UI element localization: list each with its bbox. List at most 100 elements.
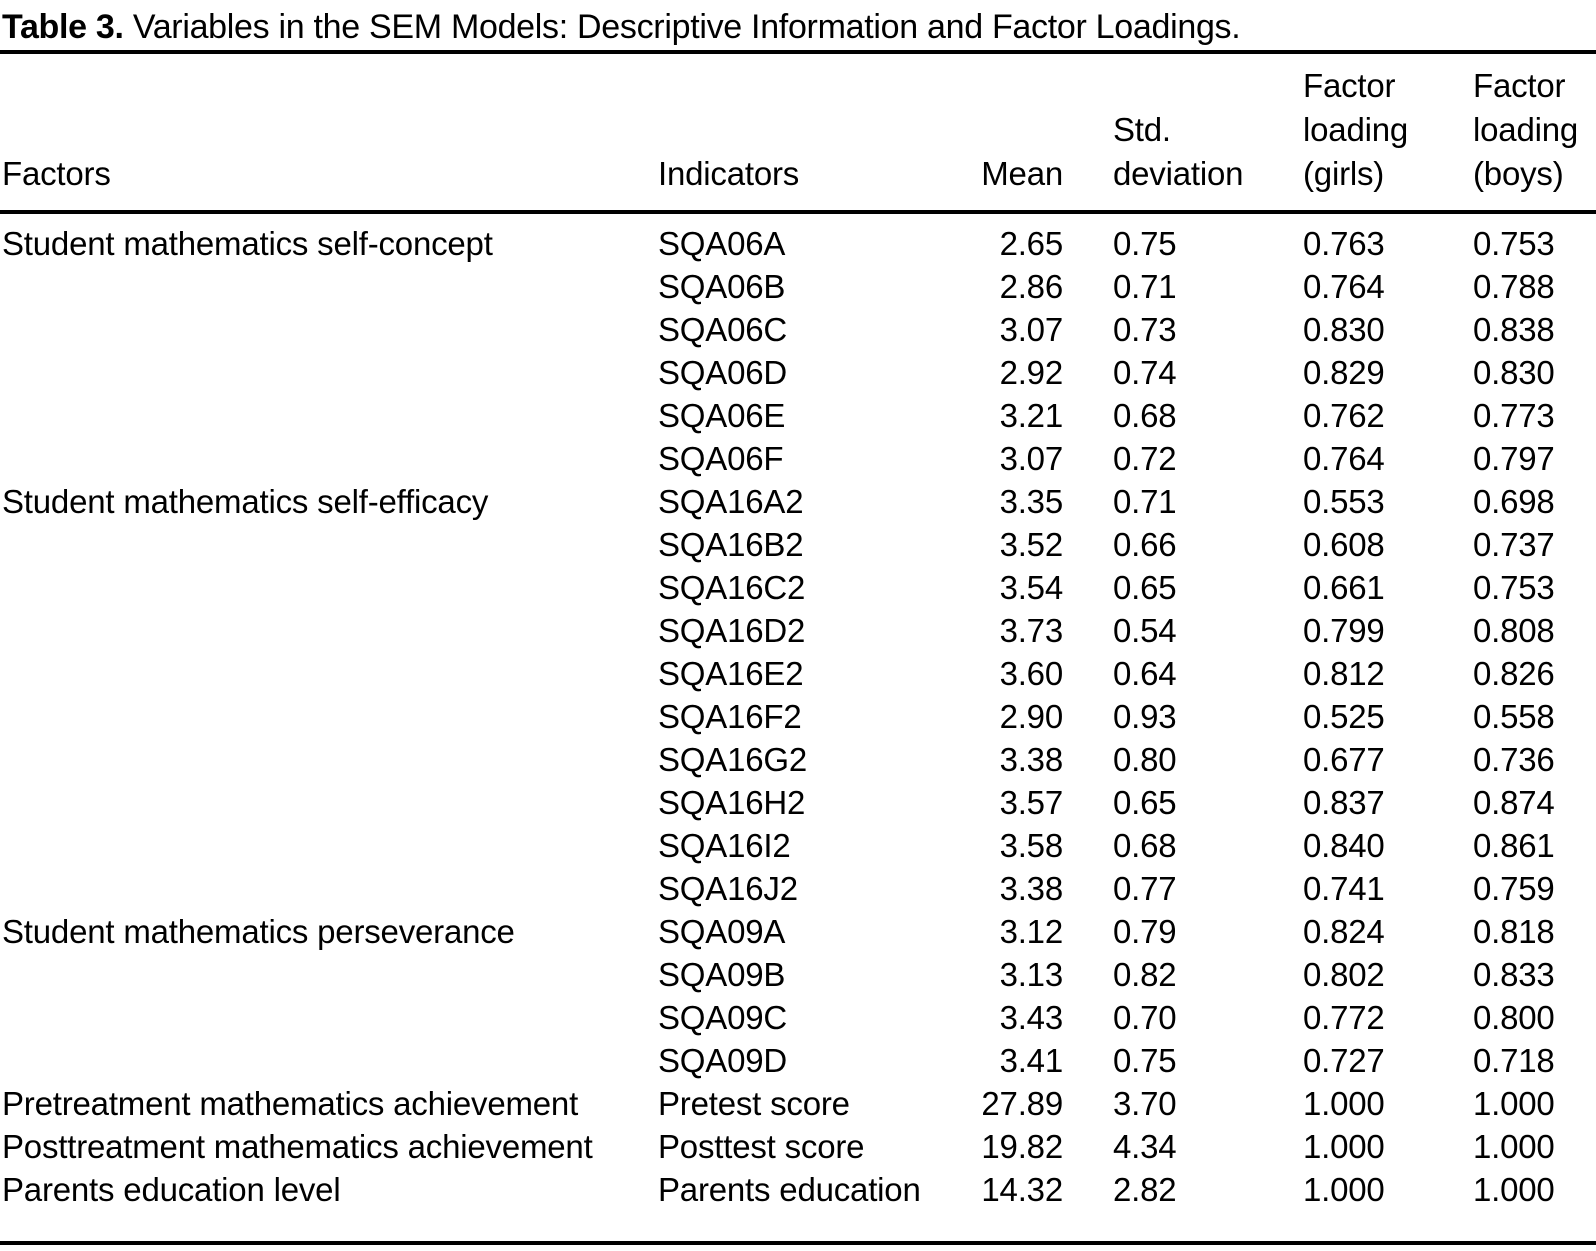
factor-cell	[0, 824, 658, 867]
indicator-cell: SQA16J2	[658, 870, 798, 907]
factor-cell: Student mathematics self-concept	[2, 225, 493, 262]
column-header-mean: Mean	[981, 155, 1063, 192]
factor-cell	[0, 953, 658, 996]
std-deviation-cell: 0.70	[1113, 999, 1177, 1036]
factor-cell	[0, 695, 658, 738]
std-deviation-cell: 0.65	[1113, 784, 1177, 821]
indicator-cell: Pretest score	[658, 1085, 850, 1122]
factor-cell	[0, 394, 658, 437]
indicator-cell: SQA06B	[658, 268, 786, 305]
factor-loading-boys-cell: 0.788	[1473, 268, 1555, 305]
std-deviation-cell: 0.75	[1113, 225, 1177, 262]
table-header: Factors Indicators Mean Std. deviation F…	[0, 52, 1596, 212]
std-deviation-cell: 0.75	[1113, 1042, 1177, 1079]
indicator-cell: SQA16A2	[658, 483, 804, 520]
factor-loading-boys-cell: 1.000	[1473, 1171, 1555, 1208]
table-row: SQA16E2 3.60 0.64 0.812 0.826	[0, 652, 1596, 695]
indicator-cell: SQA09A	[658, 913, 786, 950]
column-header-std-deviation: Std. deviation	[1113, 111, 1244, 192]
table-row: SQA06E 3.21 0.68 0.762 0.773	[0, 394, 1596, 437]
mean-cell: 3.54	[999, 569, 1063, 606]
table-row: SQA16G2 3.38 0.80 0.677 0.736	[0, 738, 1596, 781]
std-deviation-cell: 0.54	[1113, 612, 1177, 649]
std-deviation-cell: 0.82	[1113, 956, 1177, 993]
indicator-cell: SQA16B2	[658, 526, 804, 563]
factor-loading-girls-cell: 0.837	[1303, 784, 1385, 821]
mean-cell: 3.52	[999, 526, 1063, 563]
mean-cell: 27.89	[981, 1085, 1063, 1122]
factor-loading-girls-cell: 0.830	[1303, 311, 1385, 348]
mean-cell: 3.12	[999, 913, 1063, 950]
factor-cell	[0, 781, 658, 824]
mean-cell: 3.35	[999, 483, 1063, 520]
std-deviation-cell: 0.93	[1113, 698, 1177, 735]
std-deviation-cell: 0.80	[1113, 741, 1177, 778]
indicator-cell: SQA09B	[658, 956, 786, 993]
table-title: Table 3. Variables in the SEM Models: De…	[2, 4, 1596, 50]
factor-loading-boys-cell: 1.000	[1473, 1128, 1555, 1165]
table-number-label: Table 3.	[2, 8, 124, 46]
table-row: SQA09C 3.43 0.70 0.772 0.800	[0, 996, 1596, 1039]
std-deviation-cell: 0.65	[1113, 569, 1177, 606]
table-row: SQA16I2 3.58 0.68 0.840 0.861	[0, 824, 1596, 867]
indicator-cell: SQA16I2	[658, 827, 791, 864]
table-row: SQA16C2 3.54 0.65 0.661 0.753	[0, 566, 1596, 609]
factor-cell	[0, 265, 658, 308]
factor-cell: Posttreatment mathematics achievement	[2, 1128, 593, 1165]
mean-cell: 3.57	[999, 784, 1063, 821]
factor-loading-girls-cell: 0.772	[1303, 999, 1385, 1036]
factor-loading-boys-cell: 0.818	[1473, 913, 1555, 950]
std-deviation-cell: 0.74	[1113, 354, 1177, 391]
indicator-cell: Posttest score	[658, 1128, 865, 1165]
table-row: SQA16J2 3.38 0.77 0.741 0.759	[0, 867, 1596, 910]
factor-loading-boys-cell: 0.753	[1473, 569, 1555, 606]
factor-loading-boys-cell: 0.737	[1473, 526, 1555, 563]
mean-cell: 2.65	[999, 225, 1063, 262]
factor-loading-girls-cell: 0.812	[1303, 655, 1385, 692]
factor-cell: Parents education level	[2, 1171, 341, 1208]
mean-cell: 3.43	[999, 999, 1063, 1036]
mean-cell: 3.38	[999, 741, 1063, 778]
mean-cell: 14.32	[981, 1171, 1063, 1208]
factor-loading-girls-cell: 0.727	[1303, 1042, 1385, 1079]
table-row: SQA16D2 3.73 0.54 0.799 0.808	[0, 609, 1596, 652]
std-deviation-cell: 0.79	[1113, 913, 1177, 950]
factor-cell: Student mathematics self-efficacy	[2, 483, 489, 520]
factor-loading-boys-cell: 0.826	[1473, 655, 1555, 692]
mean-cell: 3.41	[999, 1042, 1063, 1079]
mean-cell: 3.21	[999, 397, 1063, 434]
mean-cell: 3.38	[999, 870, 1063, 907]
factor-cell	[0, 996, 658, 1039]
factor-cell	[0, 652, 658, 695]
factor-loading-girls-cell: 0.661	[1303, 569, 1385, 606]
sem-variables-table: Factors Indicators Mean Std. deviation F…	[0, 50, 1596, 1211]
factor-cell	[0, 308, 658, 351]
indicator-cell: SQA06D	[658, 354, 788, 391]
factor-loading-boys-cell: 0.797	[1473, 440, 1555, 477]
factor-cell: Pretreatment mathematics achievement	[2, 1085, 579, 1122]
factor-loading-boys-cell: 0.698	[1473, 483, 1555, 520]
factor-loading-boys-cell: 0.833	[1473, 956, 1555, 993]
std-deviation-cell: 2.82	[1113, 1171, 1177, 1208]
factor-cell	[0, 523, 658, 566]
indicator-cell: SQA09D	[658, 1042, 788, 1079]
header-row: Factors Indicators Mean Std. deviation F…	[0, 52, 1596, 212]
mean-cell: 3.07	[999, 311, 1063, 348]
factor-loading-boys-cell: 0.830	[1473, 354, 1555, 391]
factor-loading-girls-cell: 0.799	[1303, 612, 1385, 649]
table-row: SQA09D 3.41 0.75 0.727 0.718	[0, 1039, 1596, 1082]
factor-cell	[0, 1039, 658, 1082]
mean-cell: 3.07	[999, 440, 1063, 477]
indicator-cell: SQA06C	[658, 311, 788, 348]
std-deviation-cell: 0.68	[1113, 397, 1177, 434]
std-deviation-cell: 0.77	[1113, 870, 1177, 907]
factor-loading-boys-cell: 0.874	[1473, 784, 1555, 821]
std-deviation-cell: 0.71	[1113, 268, 1177, 305]
column-header-factors: Factors	[2, 155, 111, 192]
std-deviation-cell: 0.73	[1113, 311, 1177, 348]
factor-cell	[0, 867, 658, 910]
mean-cell: 3.13	[999, 956, 1063, 993]
factor-loading-girls-cell: 1.000	[1303, 1171, 1385, 1208]
table-row: Student mathematics self-efficacy SQA16A2…	[0, 480, 1596, 523]
